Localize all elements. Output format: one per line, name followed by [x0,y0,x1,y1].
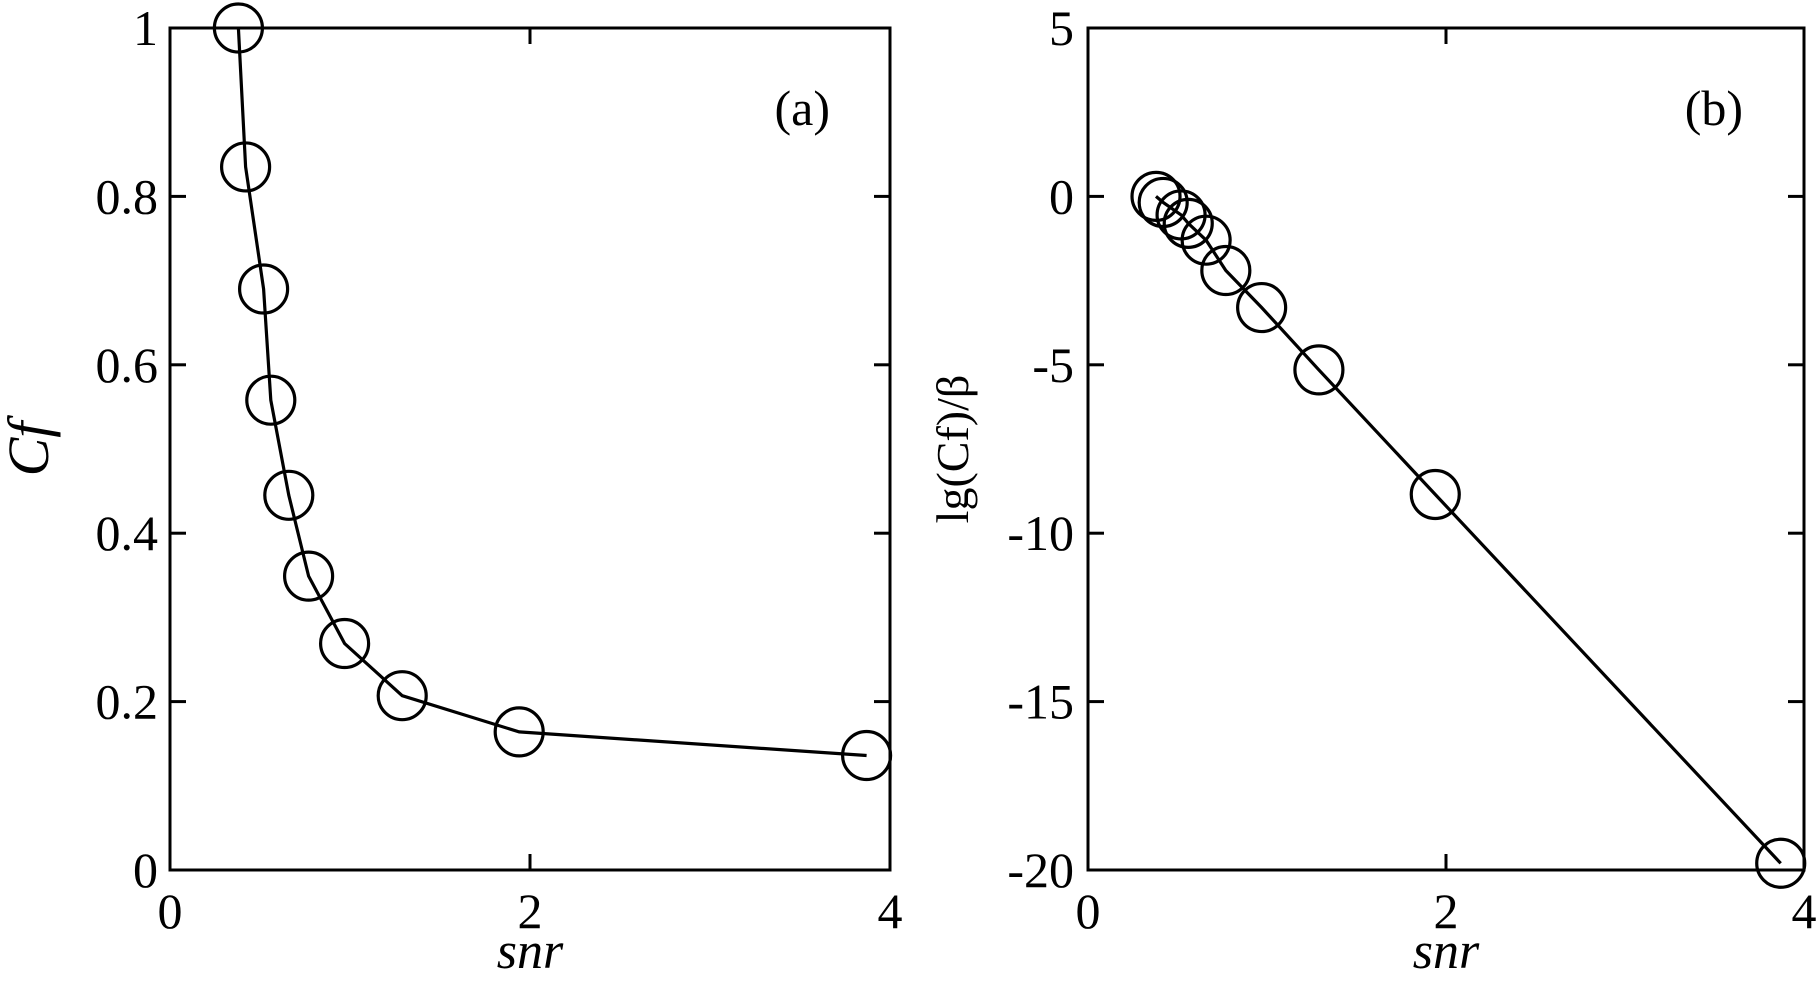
panel-label-b: (b) [1685,80,1743,136]
data-point-a [376,670,428,722]
y-tick-label-a: 0.8 [96,168,159,224]
data-point-b [1180,214,1232,266]
data-point-a [283,550,335,602]
y-tick-label-a: 0.2 [96,674,159,730]
data-point-b [1755,837,1807,889]
x-tick-label-b: 2 [1434,883,1459,939]
data-point-a [840,729,893,782]
panel-a: 0 2 4 0 0.2 0.4 0.6 0.8 1 snr Cf (a) [0,0,903,980]
y-tick-label-b: -15 [1007,674,1074,730]
plot-frame-b [1086,26,1806,872]
y-tick-label-b: 5 [1049,0,1074,56]
data-point-a [220,141,272,193]
y-tick-label-a: 0.4 [96,505,159,561]
y-tick-label-b: -5 [1032,337,1074,393]
data-point-b [1200,244,1252,297]
y-tick-label-b: -20 [1007,842,1074,898]
data-point-a [319,617,371,670]
panel-b: 0 2 4 5 0 -5 -10 -15 -20 snr lg(Cf)/β (b) [927,0,1817,980]
y-tick-label-a: 1 [133,0,158,56]
data-point-a [212,2,264,54]
plot-frame-a [168,26,892,872]
data-point-a [493,706,545,758]
y-tick-label-b: 0 [1049,168,1074,224]
panel-label-a: (a) [775,80,831,136]
y-axis-title-a: Cf [0,415,61,477]
y-axis-title-b: lg(Cf)/β [927,375,978,524]
data-point-b [1236,281,1288,334]
y-tick-label-b: -10 [1007,505,1074,561]
y-tick-label-a: 0.6 [96,337,159,393]
x-axis-title-a: snr [497,923,564,980]
data-point-b [1162,197,1214,249]
x-axis-title-b: snr [1413,923,1480,980]
x-tick-label-b: 4 [1792,883,1817,939]
y-tick-label-a: 0 [133,842,158,898]
series-line-b [1154,195,1782,865]
data-point-a [245,374,297,426]
data-point-a [263,469,315,521]
data-point-a [238,263,290,315]
x-tick-label-a: 0 [158,883,183,939]
x-tick-label-a: 2 [518,883,543,939]
x-tick-label-a: 4 [878,883,903,939]
data-point-b [1293,344,1345,396]
data-point-b [1409,468,1461,521]
x-tick-label-b: 0 [1076,883,1101,939]
data-point-b [1130,170,1182,222]
series-line-a [236,27,867,758]
